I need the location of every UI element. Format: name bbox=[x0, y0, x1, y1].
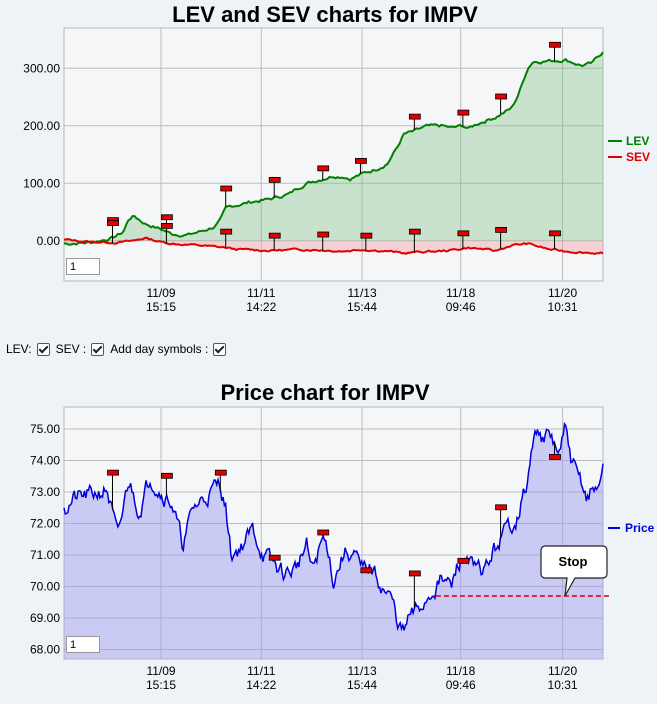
legend-label-price: Price bbox=[625, 521, 655, 535]
y-tick-label: 70.00 bbox=[30, 580, 60, 594]
chart-controls: LEV: SEV : Add day symbols : bbox=[6, 342, 230, 356]
lev-day-symbol bbox=[457, 109, 470, 127]
day-symbols-checkbox[interactable] bbox=[213, 342, 227, 356]
sev-day-symbol bbox=[317, 231, 330, 251]
lev-day-symbol bbox=[495, 93, 507, 114]
sev-area bbox=[64, 237, 603, 254]
sev-checkbox[interactable] bbox=[91, 342, 105, 356]
price-day-symbol bbox=[107, 469, 119, 510]
x-tick-time: 10:31 bbox=[548, 678, 578, 692]
y-tick-label: 100.00 bbox=[23, 176, 60, 190]
lev-day-symbol bbox=[549, 41, 561, 62]
price-day-symbol bbox=[161, 472, 173, 496]
price-day-symbol bbox=[317, 529, 330, 537]
x-tick-date: 11/09 bbox=[146, 286, 175, 300]
x-tick-time: 09:46 bbox=[446, 300, 476, 314]
price-day-symbol bbox=[268, 554, 281, 561]
sev-day-symbol bbox=[408, 228, 421, 253]
x-tick-time: 15:44 bbox=[347, 300, 377, 314]
sev-day-symbol bbox=[268, 232, 281, 251]
plot-area bbox=[63, 406, 604, 660]
lev-day-symbol bbox=[408, 113, 421, 130]
chart-title: LEV and SEV charts for IMPV bbox=[172, 2, 478, 27]
lev-zoom-input[interactable]: 1 bbox=[66, 258, 100, 275]
x-tick-date: 11/09 bbox=[146, 664, 175, 678]
lev-sev-chart: LEV and SEV charts for IMPV 300.00 200.00 1… bbox=[23, 2, 650, 314]
sev-series-line bbox=[63, 236, 604, 255]
stop-label: Stop bbox=[559, 554, 588, 569]
lev-series-line bbox=[63, 51, 604, 246]
price-zoom-input[interactable]: 1 bbox=[66, 636, 100, 653]
y-tick-label: 71.00 bbox=[30, 548, 60, 562]
stop-callout: Stop bbox=[540, 545, 608, 597]
x-tick-date: 11/18 bbox=[446, 664, 475, 678]
lev-area bbox=[64, 52, 603, 245]
lev-day-symbol bbox=[220, 185, 233, 207]
y-tick-label: 69.00 bbox=[30, 611, 60, 625]
x-tick-time: 10:31 bbox=[548, 300, 578, 314]
x-tick-date: 11/11 bbox=[247, 664, 276, 678]
x-tick-time: 14:22 bbox=[246, 300, 276, 314]
lev-checkbox-label: LEV: bbox=[6, 342, 32, 356]
price-day-symbol bbox=[408, 570, 421, 609]
price-day-symbol bbox=[495, 504, 507, 539]
sev-day-symbol bbox=[161, 222, 173, 244]
lev-day-symbol bbox=[355, 157, 367, 174]
lev-checkbox[interactable] bbox=[36, 342, 50, 356]
x-tick-time: 15:15 bbox=[146, 300, 176, 314]
lev-day-symbol bbox=[268, 176, 281, 198]
x-tick-time: 14:22 bbox=[246, 678, 276, 692]
sev-day-symbol bbox=[107, 220, 119, 244]
price-day-symbol bbox=[360, 564, 373, 574]
sev-day-symbol bbox=[457, 230, 470, 250]
y-tick-label: 200.00 bbox=[23, 119, 60, 133]
y-tick-label: 300.00 bbox=[23, 61, 60, 75]
y-tick-label: 72.00 bbox=[30, 517, 60, 531]
x-tick-date: 11/13 bbox=[347, 286, 376, 300]
price-series-line bbox=[63, 421, 604, 632]
sev-day-symbol bbox=[495, 226, 507, 249]
legend-label-sev: SEV bbox=[626, 150, 650, 164]
x-tick-date: 11/20 bbox=[548, 286, 577, 300]
x-tick-time: 09:46 bbox=[446, 678, 476, 692]
x-tick-date: 11/20 bbox=[548, 664, 577, 678]
plot-area bbox=[63, 27, 604, 282]
legend-label-lev: LEV bbox=[626, 134, 649, 148]
x-tick-date: 11/13 bbox=[347, 664, 376, 678]
x-tick-date: 11/11 bbox=[247, 286, 276, 300]
x-tick-date: 11/18 bbox=[446, 286, 475, 300]
day-symbols-checkbox-label: Add day symbols : bbox=[110, 342, 209, 356]
sev-day-symbol bbox=[220, 228, 233, 248]
x-tick-time: 15:15 bbox=[146, 678, 176, 692]
price-day-symbol bbox=[457, 557, 470, 564]
lev-day-symbol bbox=[317, 165, 330, 181]
sev-day-symbol bbox=[549, 230, 561, 249]
sev-checkbox-label: SEV : bbox=[55, 342, 87, 356]
price-area bbox=[64, 423, 603, 659]
y-tick-label: 75.00 bbox=[30, 422, 60, 436]
chart-title: Price chart for IMPV bbox=[220, 380, 429, 405]
y-tick-label: 74.00 bbox=[30, 454, 60, 468]
price-day-symbol bbox=[549, 442, 561, 460]
price-chart: Price chart for IMPV 75.00 74.00 73.00 72.00… bbox=[30, 380, 655, 692]
y-tick-label: 0.00 bbox=[37, 234, 61, 248]
price-day-symbol bbox=[214, 469, 227, 492]
sev-day-symbol bbox=[360, 232, 373, 251]
x-tick-time: 15:44 bbox=[347, 678, 377, 692]
y-tick-label: 73.00 bbox=[30, 485, 60, 499]
y-tick-label: 68.00 bbox=[30, 643, 60, 657]
